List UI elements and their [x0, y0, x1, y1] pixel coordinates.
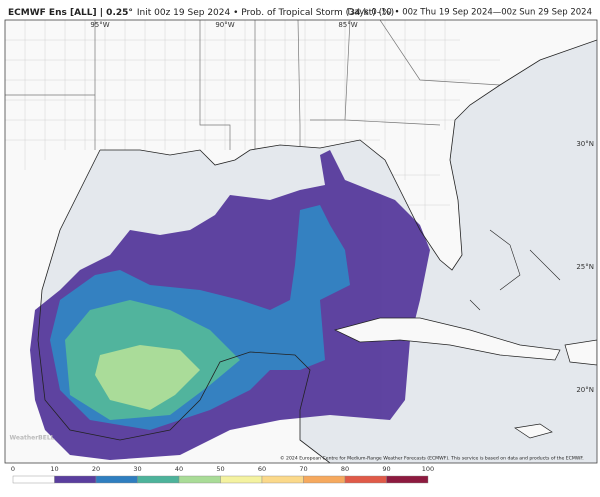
copyright: © 2024 European Centre for Medium-Range … — [280, 455, 584, 462]
lat-label: 30°N — [576, 140, 594, 148]
cuba — [333, 317, 561, 361]
title-rest: Init 00z 19 Sep 2024 • Prob. of Tropical… — [137, 8, 394, 18]
colorbar-tick-label: 50 — [216, 465, 224, 473]
coastline — [37, 39, 597, 463]
title-bold: ECMWF Ens [ALL] | 0.25° — [8, 8, 133, 18]
colorbar-tick-label: 20 — [92, 465, 100, 473]
map: 95°W 90°W 85°W 30°N 25°N 20°N WeatherBEL… — [4, 19, 598, 464]
county-lines — [5, 20, 500, 220]
colorbar-tick-label: 60 — [258, 465, 266, 473]
prob-40 — [95, 345, 200, 410]
colorbar-tick-label: 70 — [299, 465, 307, 473]
colorbar-segment — [95, 475, 138, 484]
lon-label: 85°W — [338, 21, 357, 29]
colorbar-tick-label: 100 — [422, 465, 434, 473]
title: ECMWF Ens [ALL] | 0.25° Init 00z 19 Sep 2… — [8, 8, 394, 18]
colorbar-segment — [178, 475, 221, 484]
lon-label: 95°W — [90, 21, 109, 29]
state-borders — [5, 20, 501, 150]
colorbar-segment — [344, 475, 387, 484]
colorbar: 0 10 20 30 40 50 60 70 80 90 100 — [11, 465, 434, 484]
probability-shading — [30, 150, 430, 460]
colorbar-tick-label: 40 — [175, 465, 183, 473]
colorbar-segment — [386, 475, 429, 484]
colorbar-tick-label: 10 — [50, 465, 58, 473]
colorbar-segment — [220, 475, 263, 484]
colorbar-tick-label: 80 — [341, 465, 349, 473]
lat-label: 20°N — [576, 386, 594, 394]
watermark: WeatherBELL — [9, 435, 54, 442]
colorbar-segment — [303, 475, 346, 484]
colorbar-tick-label: 90 — [382, 465, 390, 473]
lon-label: 90°W — [215, 21, 234, 29]
hispaniola — [564, 339, 597, 366]
map-frame — [4, 19, 598, 464]
colorbar-tick-label: 30 — [133, 465, 141, 473]
colorbar-segment — [54, 475, 97, 484]
bahamas — [469, 229, 561, 311]
jamaica — [514, 423, 553, 439]
colorbar-tick-label: 0 — [11, 465, 15, 473]
colorbar-segment — [137, 475, 180, 484]
valid-time: Days 0–10 • 00z Thu 19 Sep 2024—00z Sun … — [347, 8, 592, 18]
lat-label: 25°N — [576, 263, 594, 271]
colorbar-segment — [12, 475, 55, 484]
colorbar-segment — [261, 475, 304, 484]
